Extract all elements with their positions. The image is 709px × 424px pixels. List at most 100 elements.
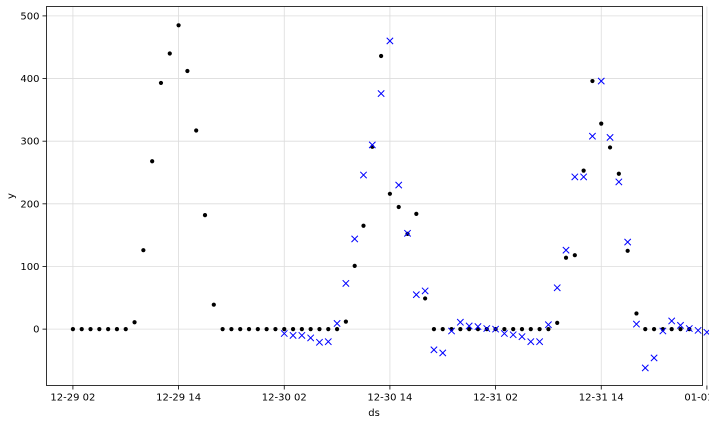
observed-point bbox=[334, 327, 340, 332]
observed-point bbox=[431, 327, 437, 332]
observed-point bbox=[185, 68, 190, 74]
observed-point bbox=[290, 327, 296, 332]
observed-point bbox=[70, 327, 76, 332]
y-tick-label: 0 bbox=[33, 325, 39, 336]
x-tick-label: 01-01 02 bbox=[684, 393, 709, 404]
predicted-series bbox=[280, 37, 709, 372]
predicted-point bbox=[465, 322, 473, 330]
predicted-point bbox=[685, 324, 693, 333]
observed-point bbox=[220, 327, 225, 332]
y-tick-label: 200 bbox=[20, 199, 39, 210]
x-tick-label: 12-31 02 bbox=[473, 393, 518, 404]
predicted-point bbox=[342, 279, 350, 287]
observed-point bbox=[572, 253, 577, 258]
observed-point bbox=[176, 23, 181, 28]
predicted-point bbox=[359, 171, 368, 179]
observed-point bbox=[238, 327, 243, 332]
observed-point bbox=[616, 171, 621, 176]
observed-point bbox=[246, 327, 252, 332]
predicted-point bbox=[307, 334, 315, 342]
observed-point bbox=[167, 51, 172, 56]
predicted-point bbox=[324, 338, 332, 346]
predicted-point bbox=[518, 333, 526, 341]
observed-point bbox=[537, 327, 542, 332]
observed-point bbox=[79, 327, 84, 332]
predicted-point bbox=[315, 338, 324, 346]
predicted-point bbox=[500, 329, 508, 338]
predicted-point bbox=[483, 324, 491, 333]
predicted-point bbox=[298, 331, 306, 339]
data-series bbox=[70, 23, 709, 372]
x-axis-ticks: 12-29 02 12-29 14 12-30 02 12-30 14 12-31 02… bbox=[50, 385, 709, 404]
predicted-point bbox=[641, 364, 649, 372]
y-tick-label: 400 bbox=[20, 74, 39, 85]
predicted-point bbox=[395, 181, 403, 189]
observed-point bbox=[643, 327, 648, 332]
predicted-point bbox=[333, 319, 341, 328]
predicted-point bbox=[536, 338, 544, 346]
predicted-point bbox=[439, 349, 447, 357]
predicted-point bbox=[668, 317, 676, 325]
predicted-point bbox=[421, 287, 429, 295]
observed-point bbox=[202, 213, 208, 218]
predicted-point bbox=[624, 238, 632, 246]
predicted-point bbox=[456, 318, 464, 326]
observed-point bbox=[467, 327, 472, 332]
observed-point bbox=[361, 223, 366, 228]
predicted-point bbox=[650, 354, 658, 362]
observed-point bbox=[255, 327, 260, 332]
observed-point bbox=[273, 327, 278, 332]
observed-point bbox=[387, 191, 393, 196]
observed-point bbox=[555, 320, 560, 325]
grid-lines bbox=[46, 6, 708, 386]
predicted-point bbox=[553, 284, 561, 292]
predicted-point bbox=[386, 37, 394, 45]
predicted-point bbox=[403, 229, 412, 237]
predicted-point bbox=[580, 173, 588, 181]
observed-point bbox=[396, 204, 401, 210]
observed-point bbox=[379, 53, 384, 59]
predicted-point bbox=[509, 331, 517, 339]
y-tick-label: 500 bbox=[20, 11, 39, 22]
observed-point bbox=[150, 159, 155, 164]
plot-frame bbox=[46, 6, 703, 386]
predicted-point bbox=[474, 323, 482, 331]
predicted-point bbox=[597, 77, 605, 85]
predicted-point bbox=[694, 326, 702, 334]
observed-point bbox=[194, 128, 199, 133]
x-tick-label: 12-31 14 bbox=[579, 393, 624, 404]
predicted-point bbox=[280, 329, 288, 338]
predicted-point bbox=[632, 320, 641, 328]
predicted-point bbox=[430, 346, 438, 354]
y-axis-title: y bbox=[6, 193, 17, 199]
observed-point bbox=[211, 302, 216, 307]
observed-point bbox=[123, 327, 128, 332]
observed-point bbox=[299, 327, 304, 332]
observed-point bbox=[590, 78, 595, 84]
predicted-point bbox=[447, 327, 456, 335]
observed-point bbox=[88, 327, 93, 332]
observed-point bbox=[317, 327, 322, 332]
x-tick-label: 12-30 14 bbox=[367, 393, 412, 404]
observed-point bbox=[352, 263, 357, 268]
observed-point bbox=[414, 211, 419, 216]
y-tick-label: 100 bbox=[20, 262, 39, 273]
observed-series bbox=[70, 23, 692, 332]
observed-point bbox=[678, 327, 683, 332]
x-tick-label: 12-30 02 bbox=[262, 393, 307, 404]
observed-point bbox=[343, 319, 348, 324]
observed-point bbox=[440, 327, 445, 332]
predicted-point bbox=[615, 178, 623, 186]
observed-point bbox=[607, 145, 613, 150]
observed-point bbox=[114, 327, 120, 332]
predicted-point bbox=[544, 321, 552, 329]
predicted-point bbox=[562, 246, 570, 254]
observed-point bbox=[264, 327, 269, 332]
observed-point bbox=[458, 327, 463, 332]
observed-point bbox=[158, 80, 164, 86]
predicted-point bbox=[571, 173, 579, 181]
observed-point bbox=[423, 296, 428, 301]
observed-point bbox=[229, 327, 234, 332]
predicted-point bbox=[368, 141, 376, 149]
x-axis-title: ds bbox=[368, 408, 380, 419]
